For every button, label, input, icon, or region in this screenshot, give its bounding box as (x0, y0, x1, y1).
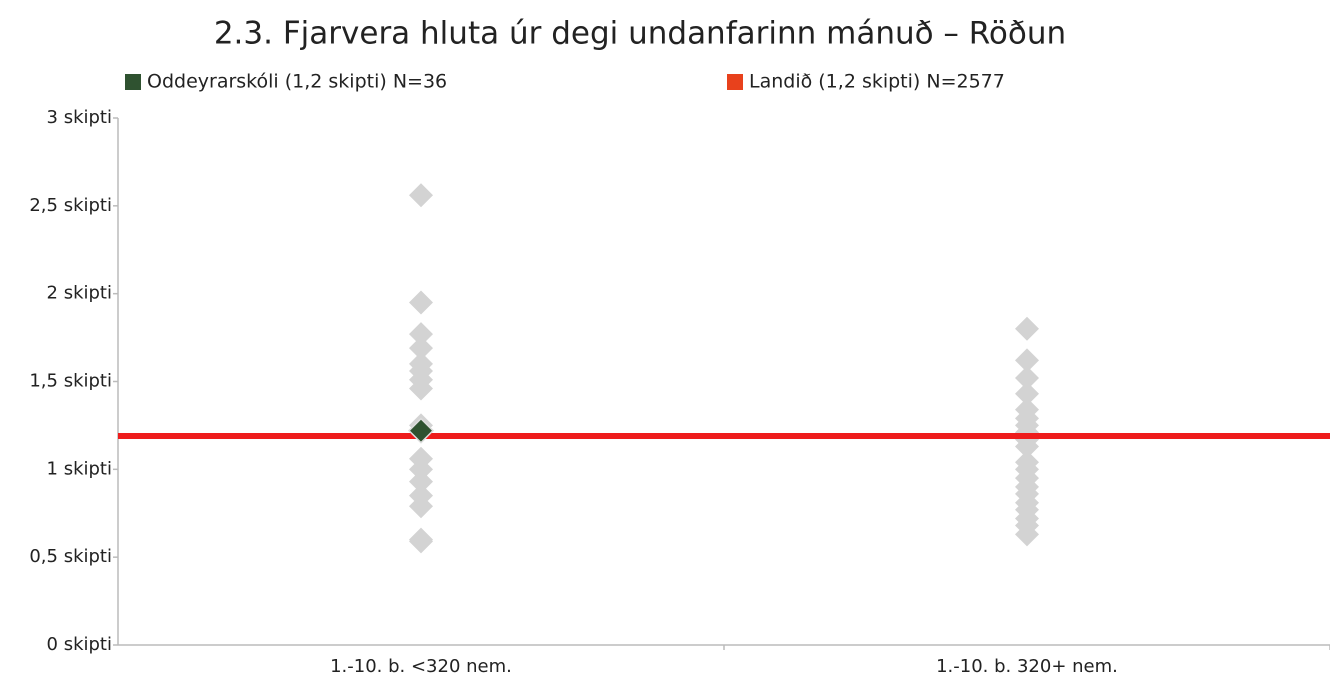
y-tick-label: 2 skipti (47, 283, 112, 304)
background-point (1015, 434, 1039, 459)
legend-label: Landið (1,2 skipti) N=2577 (749, 71, 1005, 93)
background-point (409, 336, 433, 361)
legend-swatch (125, 74, 141, 90)
y-tick-label: 3 skipti (47, 107, 112, 128)
background-point (409, 469, 433, 494)
background-point (409, 529, 433, 554)
background-point (1015, 381, 1039, 406)
y-tick-label: 0,5 skipti (29, 546, 112, 567)
x-tick-label: 1.-10. b. <320 nem. (330, 656, 512, 677)
x-tick-label: 1.-10. b. 320+ nem. (936, 656, 1118, 677)
background-point (1015, 365, 1039, 390)
background-point (409, 183, 433, 208)
y-tick-label: 0 skipti (47, 634, 112, 655)
highlight-point (407, 417, 435, 444)
legend-swatch (727, 74, 743, 90)
y-tick-label: 2,5 skipti (29, 195, 112, 216)
background-point (1015, 522, 1039, 547)
chart-title: 2.3. Fjarvera hluta úr degi undanfarinn … (214, 16, 1066, 52)
background-point (409, 494, 433, 519)
background-point (1015, 316, 1039, 341)
background-point (409, 322, 433, 347)
background-point (409, 290, 433, 315)
y-tick-label: 1,5 skipti (29, 371, 112, 392)
background-point (409, 457, 433, 482)
background-point (1015, 348, 1039, 373)
background-point (409, 376, 433, 401)
y-tick-label: 1 skipti (47, 458, 112, 479)
legend-label: Oddeyrarskóli (1,2 skipti) N=36 (147, 71, 447, 93)
